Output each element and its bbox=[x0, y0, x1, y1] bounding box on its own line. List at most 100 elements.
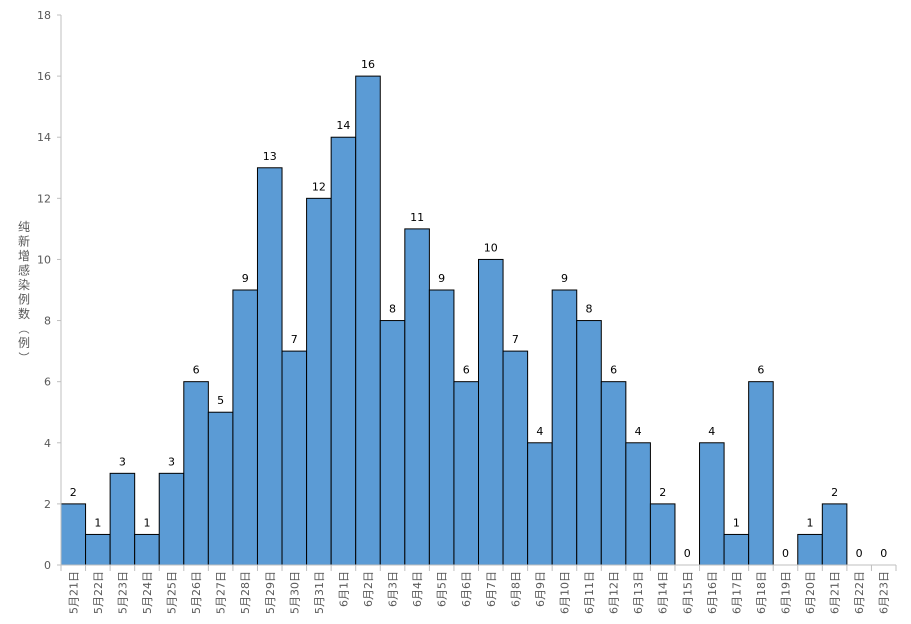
bar bbox=[600, 381, 627, 566]
x-tick-label: 6月2日 bbox=[362, 571, 375, 607]
bar bbox=[60, 503, 87, 566]
data-label: 9 bbox=[561, 272, 568, 285]
y-tick-label: 16 bbox=[37, 70, 51, 83]
bar bbox=[502, 350, 529, 566]
x-tick-label: 6月23日 bbox=[878, 571, 891, 614]
data-label: 0 bbox=[684, 547, 691, 560]
x-tick-label: 6月19日 bbox=[779, 571, 792, 614]
y-tick-label: 8 bbox=[44, 315, 51, 328]
data-label: 1 bbox=[143, 516, 150, 529]
bar bbox=[355, 75, 381, 566]
data-label: 4 bbox=[536, 425, 543, 438]
x-tick-label: 5月28日 bbox=[239, 571, 252, 614]
data-label: 6 bbox=[610, 364, 617, 377]
bar bbox=[256, 167, 283, 566]
x-tick-label: 6月22日 bbox=[853, 571, 866, 614]
data-label: 11 bbox=[410, 211, 424, 224]
data-label: 14 bbox=[336, 119, 350, 132]
y-ticks-group: 0 2 4 6 8 10 12 14 16 18 bbox=[37, 9, 61, 572]
bar bbox=[306, 197, 332, 566]
bar bbox=[453, 381, 479, 566]
data-label: 6 bbox=[463, 364, 470, 377]
data-label: 4 bbox=[708, 425, 715, 438]
data-label: 8 bbox=[389, 303, 396, 316]
data-label: 1 bbox=[94, 516, 101, 529]
bar bbox=[330, 136, 357, 566]
x-tick-label: 5月25日 bbox=[166, 571, 179, 614]
data-label: 1 bbox=[733, 516, 740, 529]
data-label: 16 bbox=[361, 58, 375, 71]
bar bbox=[281, 350, 308, 566]
bar bbox=[723, 533, 750, 566]
x-tick-label: 6月7日 bbox=[485, 571, 498, 607]
bar bbox=[379, 320, 406, 566]
data-label: 6 bbox=[193, 364, 200, 377]
data-label: 0 bbox=[880, 547, 887, 560]
bars-group bbox=[60, 75, 848, 566]
x-tick-label: 5月24日 bbox=[141, 571, 154, 614]
x-tick-label: 6月18日 bbox=[755, 571, 768, 614]
data-label: 12 bbox=[312, 180, 326, 193]
bar bbox=[134, 533, 160, 566]
data-label: 2 bbox=[70, 486, 77, 499]
x-tick-label: 5月21日 bbox=[67, 571, 80, 614]
bar bbox=[699, 442, 725, 566]
bar bbox=[649, 503, 676, 566]
y-tick-label: 10 bbox=[37, 253, 51, 266]
data-label: 2 bbox=[659, 486, 666, 499]
x-tick-label: 6月8日 bbox=[509, 571, 522, 607]
bar bbox=[821, 503, 848, 566]
x-tick-label: 5月27日 bbox=[215, 571, 228, 614]
y-tick-label: 4 bbox=[44, 437, 51, 450]
x-tick-label: 6月20日 bbox=[804, 571, 817, 614]
x-tick-label: 6月5日 bbox=[436, 571, 449, 607]
bar bbox=[625, 442, 651, 566]
bar bbox=[527, 442, 553, 566]
x-tick-label: 6月17日 bbox=[730, 571, 743, 614]
y-tick-label: 6 bbox=[44, 376, 51, 389]
y-axis-label-text: 纯新增感染例数︵例︶ bbox=[18, 220, 30, 365]
x-tick-label: 6月1日 bbox=[337, 571, 350, 607]
data-label: 9 bbox=[242, 272, 249, 285]
data-label: 0 bbox=[856, 547, 863, 560]
x-tick-label: 6月21日 bbox=[829, 571, 842, 614]
x-tick-label: 6月12日 bbox=[608, 571, 621, 614]
x-tick-label: 6月16日 bbox=[706, 571, 719, 614]
x-tick-label: 6月4日 bbox=[411, 571, 424, 607]
data-label: 3 bbox=[168, 455, 175, 468]
bar bbox=[551, 289, 578, 566]
x-tick-label: 6月14日 bbox=[657, 571, 670, 614]
x-tick-label: 5月22日 bbox=[92, 571, 105, 614]
bar bbox=[797, 533, 823, 566]
data-label: 6 bbox=[757, 364, 764, 377]
x-ticks-group: 5月21日 5月22日 5月23日 5月24日 5月25日 5月26日 5月27日 5月28日… bbox=[60, 565, 897, 614]
data-label: 0 bbox=[782, 547, 789, 560]
bar bbox=[183, 381, 209, 566]
data-label: 4 bbox=[635, 425, 642, 438]
bar bbox=[478, 258, 504, 566]
bar bbox=[428, 289, 455, 566]
x-tick-label: 6月11日 bbox=[583, 571, 596, 614]
y-tick-label: 14 bbox=[37, 131, 51, 144]
x-tick-label: 6月13日 bbox=[632, 571, 645, 614]
y-tick-label: 18 bbox=[37, 9, 51, 22]
bar bbox=[207, 411, 234, 566]
bar bbox=[109, 472, 136, 566]
x-tick-label: 5月30日 bbox=[288, 571, 301, 614]
data-label: 7 bbox=[512, 333, 519, 346]
bar bbox=[232, 289, 258, 566]
data-label: 7 bbox=[291, 333, 298, 346]
y-axis-label: 纯新增感染例数︵例︶ bbox=[18, 220, 30, 365]
x-tick-label: 6月9日 bbox=[534, 571, 547, 607]
data-label: 9 bbox=[438, 272, 445, 285]
data-label: 10 bbox=[484, 241, 498, 254]
y-tick-label: 2 bbox=[44, 498, 51, 511]
bar bbox=[85, 533, 111, 566]
bar bbox=[748, 381, 774, 566]
data-label: 8 bbox=[586, 303, 593, 316]
x-tick-label: 5月31日 bbox=[313, 571, 326, 614]
x-tick-label: 5月23日 bbox=[116, 571, 129, 614]
data-label: 3 bbox=[119, 455, 126, 468]
